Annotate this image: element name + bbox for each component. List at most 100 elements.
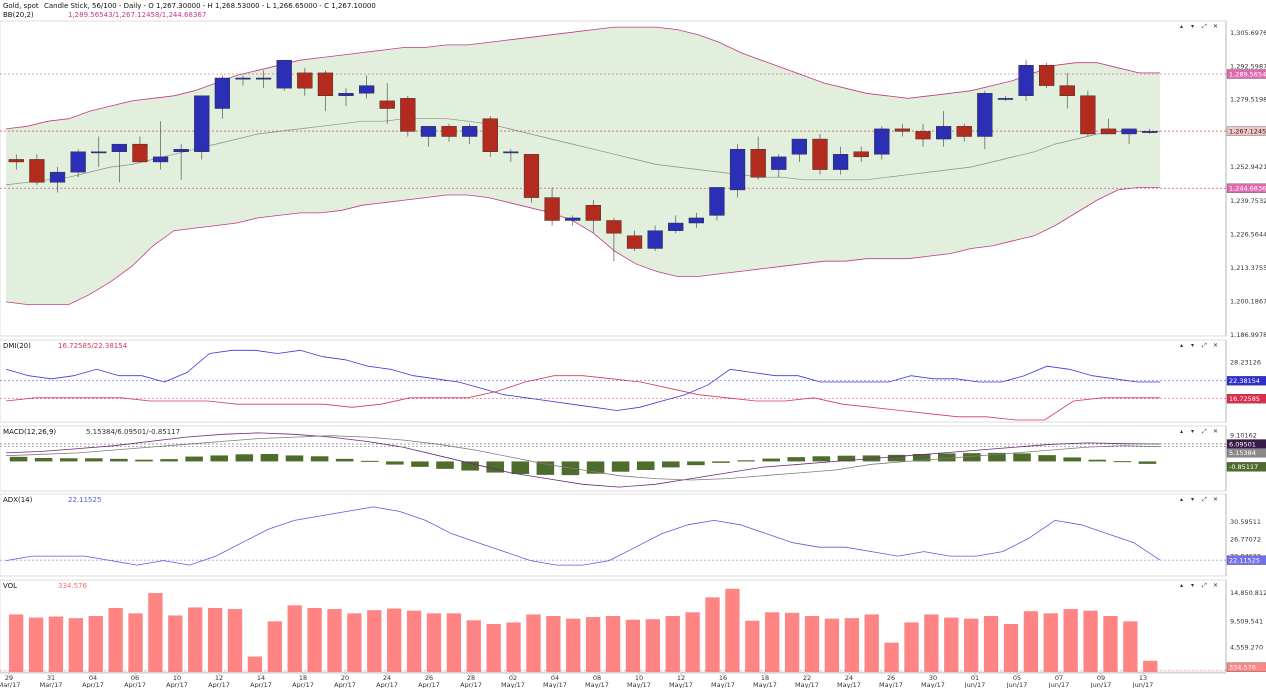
macd-histogram-bar [887, 454, 906, 462]
macd-histogram-bar [386, 461, 404, 465]
candle-body [668, 222, 684, 231]
macd-histogram-bar [335, 458, 354, 462]
pane-control-icon[interactable]: ⤢ [1202, 496, 1207, 503]
macd-histogram-bar [1113, 461, 1132, 463]
volume-bar [1123, 621, 1138, 672]
volume-bar [1083, 610, 1098, 672]
volume-bar [148, 593, 163, 672]
pane-control-icon[interactable]: ▴ [1180, 428, 1183, 435]
vol-values: 334.576 [58, 582, 87, 590]
pane-control-icon[interactable]: ▾ [1191, 428, 1194, 435]
date-month-label: May/17 [921, 681, 945, 688]
pane-control-icon[interactable]: ▴ [1180, 23, 1183, 30]
pane-control-icon[interactable]: ✕ [1213, 23, 1218, 30]
bollinger-fill [6, 27, 1160, 305]
symbol-title: Gold, spot [3, 2, 39, 10]
volume-bar [964, 618, 979, 672]
pane-control-icon[interactable]: ⤢ [1202, 342, 1207, 349]
date-month-label: Jun/17 [1090, 681, 1112, 688]
macd-histogram-bar [110, 458, 128, 462]
date-month-label: May/17 [753, 681, 777, 688]
volume-pane[interactable]: ▴ ▾ ⤢ ✕ [0, 579, 1227, 673]
macd-badge: 6.09501 [1229, 440, 1256, 448]
date-day-label: 10 [173, 674, 181, 682]
candle-body [956, 126, 972, 137]
volume-badge-bg [1226, 662, 1266, 672]
candle-body [750, 149, 766, 178]
pane-control-icon[interactable]: ✕ [1213, 496, 1218, 503]
dmi-plus-badge: 22.38154 [1229, 377, 1260, 385]
volume-bar [307, 608, 322, 672]
macd-histogram-bar [536, 461, 555, 475]
hist-badge-bg [1226, 462, 1266, 472]
bb-lower-badge: 1,244.68367 [1229, 185, 1266, 193]
dmi-pane[interactable]: ▴ ▾ ⤢ ✕ [0, 339, 1227, 423]
date-month-label: Jun/17 [964, 681, 986, 688]
candle-body [132, 143, 148, 163]
price-pane[interactable]: ▴ ▾ ⤢ ✕ [0, 20, 1227, 337]
date-day-label: 16 [719, 674, 727, 682]
macd-histogram-bar [812, 456, 831, 462]
candle-body [91, 151, 107, 154]
macd-histogram-bar [937, 453, 956, 462]
date-month-label: Apr/17 [208, 681, 230, 688]
date-month-label: Jun/17 [1048, 681, 1070, 688]
adx-pane[interactable]: ▴ ▾ ⤢ ✕ [0, 493, 1227, 577]
volume-bar [207, 608, 223, 672]
volume-bar [188, 607, 203, 672]
date-day-label: 12 [215, 674, 223, 682]
candle-body [729, 149, 746, 191]
axis-tick-label: 26.77072 [1230, 535, 1261, 543]
candle-body [462, 126, 478, 137]
adx-values: 22.11525 [68, 496, 101, 504]
macd-signal-line [5, 435, 1161, 481]
volume-bar [506, 622, 521, 672]
pane-control-icon[interactable]: ▾ [1191, 582, 1194, 589]
bb-upper-badge: 1,289.56543 [1229, 70, 1266, 78]
date-month-label: Apr/17 [460, 681, 482, 688]
pane-control-icon[interactable]: ▴ [1180, 342, 1183, 349]
candle-body [276, 59, 292, 89]
macd-histogram-bar [662, 461, 680, 468]
pane-control-icon[interactable]: ▴ [1180, 496, 1183, 503]
volume-bar [864, 614, 879, 672]
volume-bar [446, 613, 462, 672]
pane-control-icon[interactable]: ▾ [1191, 23, 1194, 30]
axis-tick-label: 1,186.99783 [1230, 331, 1266, 339]
pane-control-icon[interactable]: ⤢ [1202, 582, 1207, 589]
pane-control-icon[interactable]: ✕ [1213, 428, 1218, 435]
date-day-label: 01 [971, 674, 979, 682]
macd-histogram-bar [59, 458, 78, 462]
axis-tick-label: 1,292.59875 [1230, 62, 1266, 70]
pane-control-icon[interactable]: ✕ [1213, 342, 1218, 349]
volume-bar [546, 616, 561, 672]
pane-control-icon[interactable]: ✕ [1213, 582, 1218, 589]
pane-control-icon[interactable]: ▴ [1180, 582, 1183, 589]
macd-histogram-bar [1038, 455, 1056, 462]
volume-bar [944, 617, 959, 672]
axis-tick-label: 9,509.541 [1230, 617, 1263, 625]
date-month-label: Apr/17 [376, 681, 398, 688]
candle-body [441, 126, 457, 137]
dmi-values: 16.72585/22.38154 [58, 342, 128, 350]
volume-bar [68, 618, 83, 672]
macd-histogram-bar [235, 454, 254, 462]
date-day-label: 31 [47, 674, 55, 682]
candle-body [297, 72, 313, 89]
axis-tick-label: 4,559.270 [1230, 644, 1263, 652]
macd-pane[interactable]: ▴ ▾ ⤢ ✕ [0, 425, 1227, 492]
volume-bar [367, 610, 382, 672]
pane-control-icon[interactable]: ▾ [1191, 496, 1194, 503]
candle-body [853, 151, 869, 158]
date-day-label: 26 [425, 674, 433, 682]
macd-histogram-bar [912, 454, 931, 462]
dmi-plus-badge-bg [1226, 376, 1266, 386]
volume-bar [247, 656, 263, 672]
pane-control-icon[interactable]: ⤢ [1202, 428, 1207, 435]
macd-values: 5.15384/6.09501/-0.85117 [86, 428, 180, 436]
pane-control-icon[interactable]: ⤢ [1202, 23, 1207, 30]
date-month-label: Apr/17 [292, 681, 314, 688]
candle-body [1142, 131, 1158, 133]
pane-control-icon[interactable]: ▾ [1191, 342, 1194, 349]
